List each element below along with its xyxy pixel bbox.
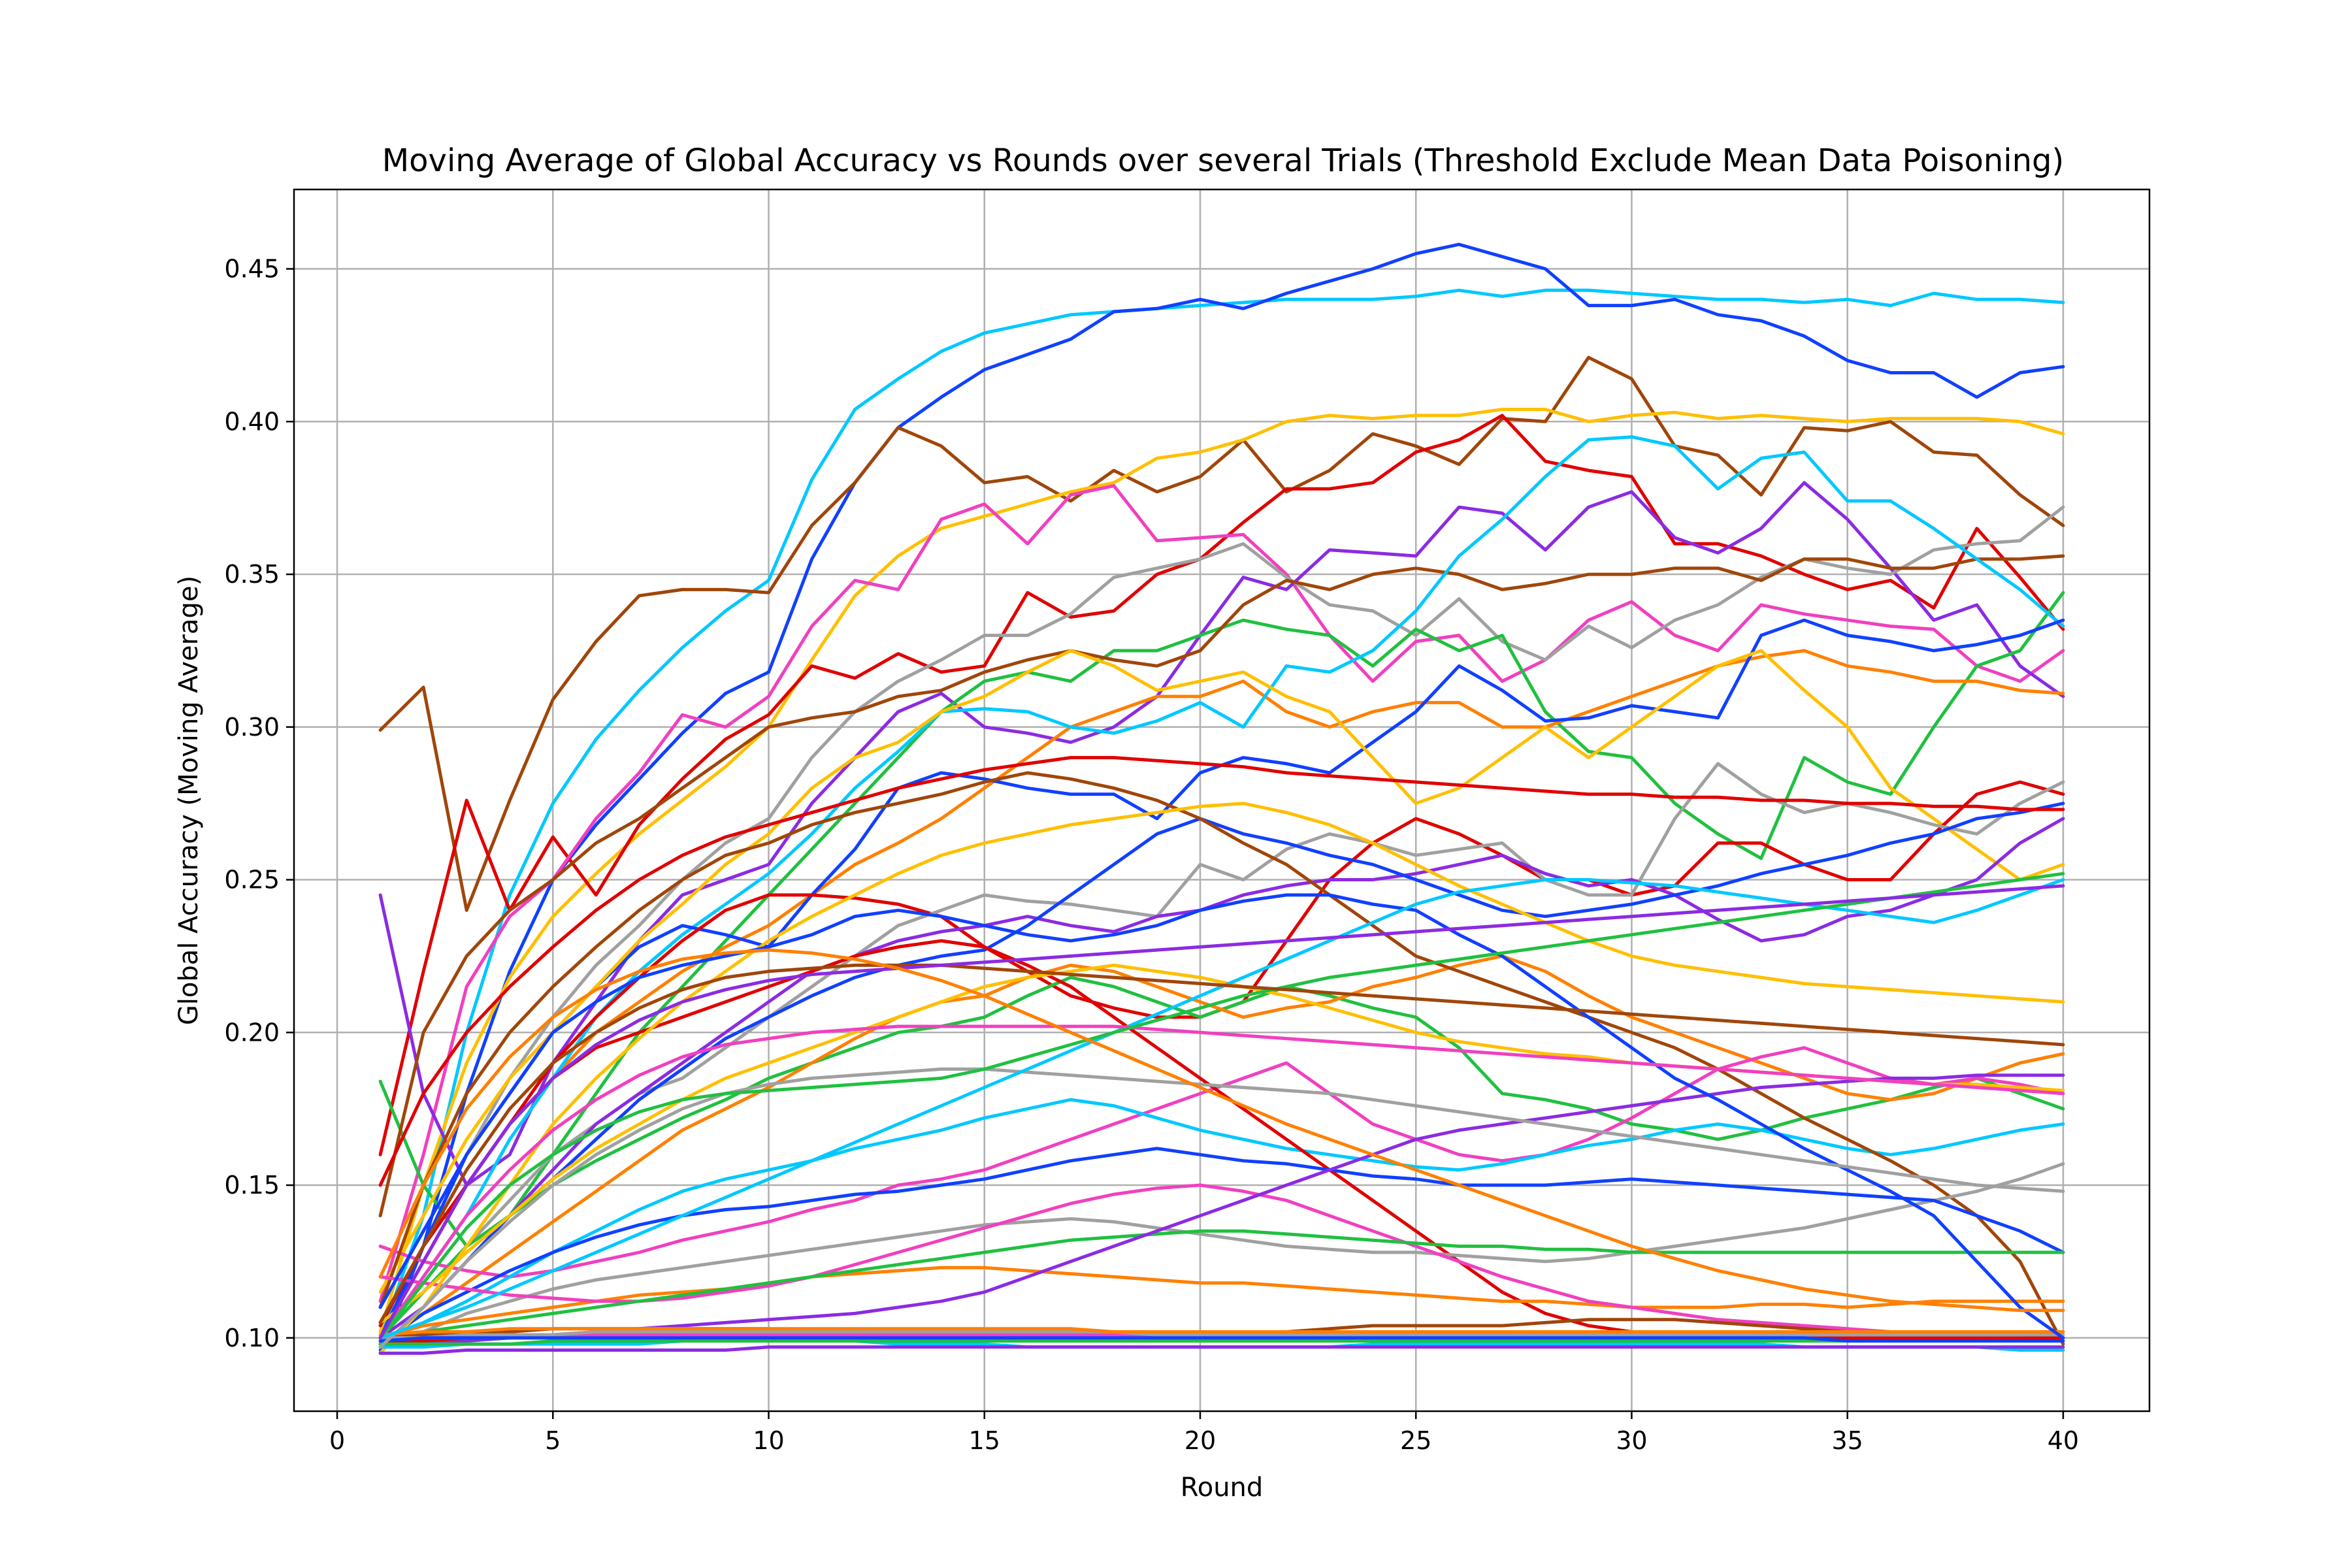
series-line-47	[378, 872, 2065, 1340]
grid	[294, 189, 2149, 1411]
x-axis-label: Round	[1181, 1473, 1264, 1503]
series-line-31	[378, 802, 2065, 1355]
series-line-9	[378, 591, 2065, 1248]
axes: 0 5 10 15 20 25 30 35 40 0.10 0.15 0.20 0.25 0.30 0.35…	[224, 255, 2079, 1455]
x-tick-label: 5	[545, 1426, 561, 1455]
x-tick-label: 0	[329, 1426, 345, 1455]
series-line-14	[378, 649, 2065, 1294]
series-line-39	[378, 1336, 2065, 1343]
x-tick-label: 20	[1184, 1426, 1216, 1455]
x-tick-label: 35	[1831, 1426, 1863, 1455]
series-line-17	[378, 817, 2065, 1340]
series-line-36	[378, 1339, 2065, 1346]
x-tick-label: 25	[1400, 1426, 1431, 1455]
y-tick-label: 0.35	[224, 560, 280, 589]
y-tick-label: 0.45	[224, 255, 280, 284]
series-line-20	[378, 954, 2065, 1346]
series-line-44	[378, 756, 2065, 1187]
series-line-26	[378, 1266, 2065, 1340]
series-line-11	[378, 554, 2065, 1218]
y-tick-label: 0.15	[224, 1171, 280, 1200]
series-line-43	[378, 1067, 2065, 1349]
series-line-6	[378, 484, 2065, 1303]
series-line-7	[378, 481, 2065, 1187]
x-tick-label: 40	[2048, 1426, 2079, 1455]
y-tick-label: 0.10	[224, 1324, 280, 1352]
series-line-23	[378, 771, 2065, 1346]
y-tick-label: 0.40	[224, 407, 280, 436]
y-tick-label: 0.25	[224, 866, 280, 894]
series-line-40	[378, 1327, 2065, 1337]
series-line-22	[378, 1098, 2065, 1346]
series-line-49	[378, 884, 2065, 1340]
series-line-27	[378, 1147, 2065, 1346]
y-tick-label: 0.30	[224, 713, 280, 742]
series-line-18	[378, 802, 2065, 1352]
series-line-48	[378, 963, 2065, 1324]
x-tick-label: 10	[753, 1426, 784, 1455]
series-line-12	[378, 435, 2065, 1340]
series-line-41	[378, 893, 2065, 1340]
series-line-2	[378, 242, 2065, 1355]
series-lines	[378, 242, 2065, 1355]
series-line-4	[378, 408, 2065, 1333]
series-line-38	[378, 1330, 2065, 1340]
series-line-29	[378, 1229, 2065, 1340]
series-line-37	[378, 1345, 2065, 1355]
plot-frame	[293, 188, 2151, 1413]
series-line-10	[378, 649, 2065, 1324]
y-axis-label: Global Accuracy (Moving Average)	[174, 576, 204, 1025]
series-line-3	[378, 355, 2065, 912]
series-line-50	[378, 948, 2065, 1313]
series-line-25	[378, 1162, 2065, 1349]
y-tick-label: 0.20	[224, 1018, 280, 1047]
chart-title: Moving Average of Global Accuracy vs Rou…	[382, 142, 2064, 179]
x-tick-label: 30	[1616, 1426, 1647, 1455]
series-line-46	[378, 1024, 2065, 1340]
x-tick-label: 15	[969, 1426, 1000, 1455]
